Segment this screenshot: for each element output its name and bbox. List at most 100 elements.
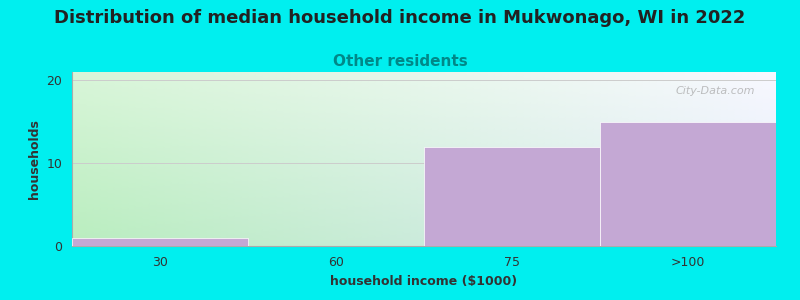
Bar [522,163,530,164]
Bar [459,180,466,182]
Bar [579,220,586,222]
Bar [431,102,438,103]
Bar [150,218,157,220]
Bar [726,180,734,182]
Bar [410,157,417,159]
Bar [178,81,185,82]
Bar [550,140,558,142]
Bar [502,183,509,185]
Bar [100,157,107,159]
Bar [424,215,431,216]
Bar [403,94,410,96]
Bar [382,230,389,232]
Bar [565,77,572,79]
Bar [670,204,678,206]
Bar [445,122,452,124]
Bar [326,98,333,100]
Bar [586,89,593,91]
Bar [206,148,213,150]
Bar [269,103,276,105]
Bar [515,96,522,98]
Bar [128,180,135,182]
Bar [480,148,487,150]
Bar [452,175,459,176]
Bar [691,234,698,236]
Bar [192,201,198,203]
Bar [361,190,368,192]
Bar [748,190,755,192]
Bar [607,82,614,84]
Bar [198,157,206,159]
Bar [502,124,509,126]
Bar [269,159,276,161]
Bar [621,230,628,232]
Bar [135,236,142,237]
Bar [474,100,480,102]
Bar [480,173,487,175]
Bar [628,107,635,109]
Bar [466,88,474,89]
Bar [502,131,509,133]
Bar [537,218,544,220]
Bar [234,215,241,216]
Bar [276,176,283,178]
Bar [480,76,487,77]
Bar [600,124,607,126]
Bar [248,218,255,220]
Bar [192,148,198,150]
Bar [720,168,726,169]
Bar [163,239,170,241]
Bar [346,173,354,175]
Bar [142,216,150,218]
Bar [748,244,755,246]
Bar [530,232,537,234]
Bar [579,117,586,119]
Bar [248,103,255,105]
Bar [459,128,466,129]
Bar [698,204,706,206]
Bar [678,242,685,244]
Bar [157,229,163,230]
Bar [650,180,656,182]
Bar [621,225,628,227]
Bar [586,208,593,209]
Bar [339,112,346,114]
Bar [650,86,656,88]
Bar [635,77,642,79]
Bar [114,112,122,114]
Bar [502,189,509,190]
Bar [635,190,642,192]
Bar [178,116,185,117]
Bar [635,232,642,234]
Bar [635,129,642,131]
Bar [663,236,670,237]
Bar [150,155,157,157]
Bar [593,117,600,119]
Bar [339,143,346,145]
Bar [720,183,726,185]
Bar [311,121,318,122]
Bar [656,150,663,152]
Bar [769,241,776,242]
Bar [762,182,769,183]
Bar [678,190,685,192]
Bar [474,138,480,140]
Bar [220,222,227,224]
Bar [565,100,572,102]
Bar [487,204,494,206]
Bar [114,196,122,197]
Bar [762,148,769,150]
Bar [734,138,741,140]
Bar [691,236,698,237]
Bar [79,81,86,82]
Bar [255,136,262,138]
Bar [185,163,192,164]
Bar [128,140,135,142]
Bar [565,204,572,206]
Bar [515,229,522,230]
Bar [283,244,290,246]
Bar [698,152,706,154]
Bar [769,119,776,121]
Bar [650,128,656,129]
Bar [311,154,318,155]
